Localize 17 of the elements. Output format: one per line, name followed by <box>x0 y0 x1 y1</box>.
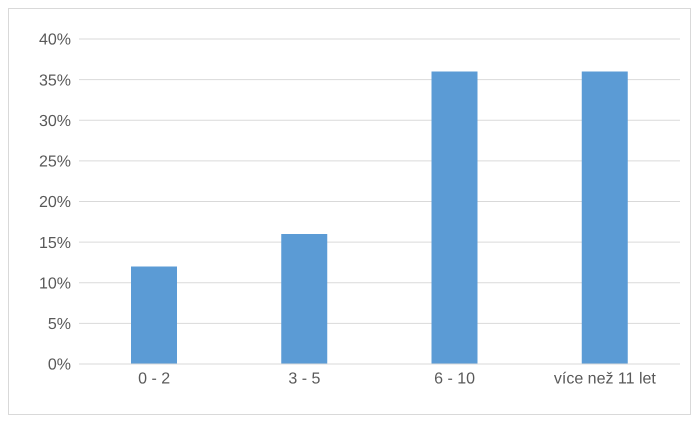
y-tick-label: 0% <box>48 356 71 374</box>
bar <box>582 72 628 364</box>
y-tick-label: 40% <box>38 32 71 49</box>
bar <box>131 266 177 364</box>
y-tick-label: 5% <box>48 316 71 334</box>
y-tick-label: 30% <box>38 112 71 130</box>
y-tick-label: 15% <box>38 234 71 252</box>
x-tick-label: více než 11 let <box>554 370 656 388</box>
bar <box>281 234 328 364</box>
y-tick-label: 10% <box>38 275 71 292</box>
y-tick-label: 25% <box>38 154 71 171</box>
x-tick-label: 3 - 5 <box>288 370 320 388</box>
x-tick-label: 0 - 2 <box>138 370 170 388</box>
y-tick-label: 35% <box>38 72 71 90</box>
y-tick-label: 20% <box>38 194 71 212</box>
bar <box>432 72 478 364</box>
x-tick-label: 6 - 10 <box>434 370 476 388</box>
